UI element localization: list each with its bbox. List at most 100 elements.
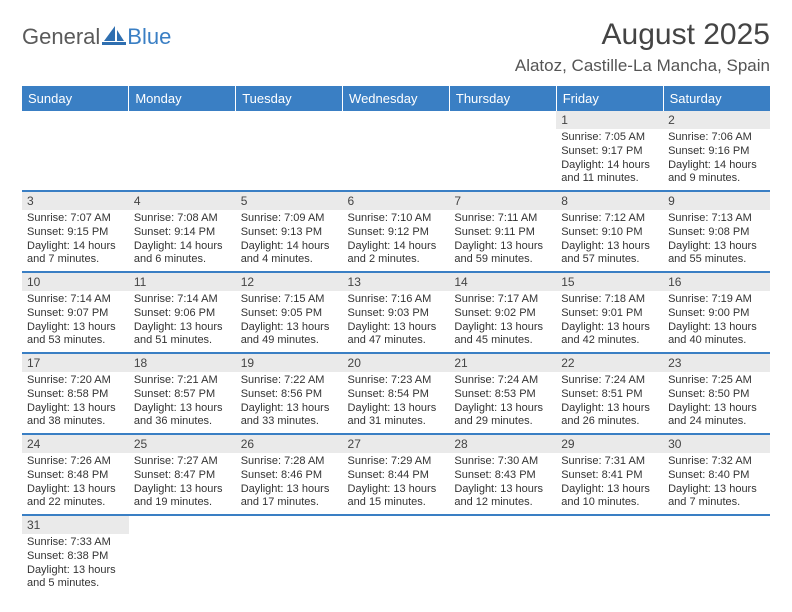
- calendar-cell: [22, 111, 129, 192]
- calendar-cell: [556, 516, 663, 595]
- day-cell: 1Sunrise: 7:05 AMSunset: 9:17 PMDaylight…: [556, 111, 663, 192]
- calendar-cell: 29Sunrise: 7:31 AMSunset: 8:41 PMDayligh…: [556, 435, 663, 516]
- calendar-week: 24Sunrise: 7:26 AMSunset: 8:48 PMDayligh…: [22, 435, 770, 516]
- day-cell: 7Sunrise: 7:11 AMSunset: 9:11 PMDaylight…: [449, 192, 556, 273]
- calendar-cell: [343, 111, 450, 192]
- calendar-cell: 28Sunrise: 7:30 AMSunset: 8:43 PMDayligh…: [449, 435, 556, 516]
- day-cell: 2Sunrise: 7:06 AMSunset: 9:16 PMDaylight…: [663, 111, 770, 192]
- day-info: Sunrise: 7:15 AMSunset: 9:05 PMDaylight:…: [236, 291, 343, 352]
- header: General Blue August 2025 Alatoz, Castill…: [22, 18, 770, 76]
- calendar-week: 31Sunrise: 7:33 AMSunset: 8:38 PMDayligh…: [22, 516, 770, 595]
- day-header: Wednesday: [343, 86, 450, 111]
- day-number: 2: [663, 111, 770, 129]
- day-cell: 29Sunrise: 7:31 AMSunset: 8:41 PMDayligh…: [556, 435, 663, 516]
- day-number: 24: [22, 435, 129, 453]
- empty-cell: [236, 111, 343, 192]
- day-info: Sunrise: 7:16 AMSunset: 9:03 PMDaylight:…: [343, 291, 450, 352]
- calendar-cell: 16Sunrise: 7:19 AMSunset: 9:00 PMDayligh…: [663, 273, 770, 354]
- day-number: 27: [343, 435, 450, 453]
- day-number: 6: [343, 192, 450, 210]
- calendar-cell: 17Sunrise: 7:20 AMSunset: 8:58 PMDayligh…: [22, 354, 129, 435]
- empty-cell: [236, 516, 343, 595]
- day-number: 13: [343, 273, 450, 291]
- calendar-cell: 6Sunrise: 7:10 AMSunset: 9:12 PMDaylight…: [343, 192, 450, 273]
- day-cell: 31Sunrise: 7:33 AMSunset: 8:38 PMDayligh…: [22, 516, 129, 595]
- day-info: Sunrise: 7:14 AMSunset: 9:06 PMDaylight:…: [129, 291, 236, 352]
- day-cell: 11Sunrise: 7:14 AMSunset: 9:06 PMDayligh…: [129, 273, 236, 354]
- calendar-body: 1Sunrise: 7:05 AMSunset: 9:17 PMDaylight…: [22, 111, 770, 595]
- day-info: Sunrise: 7:28 AMSunset: 8:46 PMDaylight:…: [236, 453, 343, 514]
- empty-cell: [22, 111, 129, 192]
- calendar-cell: 11Sunrise: 7:14 AMSunset: 9:06 PMDayligh…: [129, 273, 236, 354]
- title-block: August 2025 Alatoz, Castille-La Mancha, …: [515, 18, 770, 76]
- sail-icon: [102, 25, 126, 50]
- day-number: 10: [22, 273, 129, 291]
- calendar-week: 10Sunrise: 7:14 AMSunset: 9:07 PMDayligh…: [22, 273, 770, 354]
- day-number: 9: [663, 192, 770, 210]
- day-number: 17: [22, 354, 129, 372]
- calendar-cell: 8Sunrise: 7:12 AMSunset: 9:10 PMDaylight…: [556, 192, 663, 273]
- day-header: Thursday: [449, 86, 556, 111]
- day-header: Monday: [129, 86, 236, 111]
- day-cell: 10Sunrise: 7:14 AMSunset: 9:07 PMDayligh…: [22, 273, 129, 354]
- empty-cell: [129, 111, 236, 192]
- day-number: 21: [449, 354, 556, 372]
- day-number: 4: [129, 192, 236, 210]
- day-info: Sunrise: 7:31 AMSunset: 8:41 PMDaylight:…: [556, 453, 663, 514]
- calendar-cell: 31Sunrise: 7:33 AMSunset: 8:38 PMDayligh…: [22, 516, 129, 595]
- day-number: 7: [449, 192, 556, 210]
- day-info: Sunrise: 7:06 AMSunset: 9:16 PMDaylight:…: [663, 129, 770, 190]
- calendar-cell: [236, 111, 343, 192]
- calendar-cell: 18Sunrise: 7:21 AMSunset: 8:57 PMDayligh…: [129, 354, 236, 435]
- calendar-cell: [236, 516, 343, 595]
- day-info: Sunrise: 7:12 AMSunset: 9:10 PMDaylight:…: [556, 210, 663, 271]
- day-cell: 26Sunrise: 7:28 AMSunset: 8:46 PMDayligh…: [236, 435, 343, 516]
- empty-cell: [663, 516, 770, 595]
- calendar-cell: 27Sunrise: 7:29 AMSunset: 8:44 PMDayligh…: [343, 435, 450, 516]
- calendar-cell: 25Sunrise: 7:27 AMSunset: 8:47 PMDayligh…: [129, 435, 236, 516]
- day-cell: 6Sunrise: 7:10 AMSunset: 9:12 PMDaylight…: [343, 192, 450, 273]
- day-cell: 8Sunrise: 7:12 AMSunset: 9:10 PMDaylight…: [556, 192, 663, 273]
- day-number: 20: [343, 354, 450, 372]
- day-header: Tuesday: [236, 86, 343, 111]
- calendar-cell: 14Sunrise: 7:17 AMSunset: 9:02 PMDayligh…: [449, 273, 556, 354]
- calendar-cell: [449, 516, 556, 595]
- calendar-cell: 7Sunrise: 7:11 AMSunset: 9:11 PMDaylight…: [449, 192, 556, 273]
- empty-cell: [449, 516, 556, 595]
- day-cell: 12Sunrise: 7:15 AMSunset: 9:05 PMDayligh…: [236, 273, 343, 354]
- day-number: 1: [556, 111, 663, 129]
- day-info: Sunrise: 7:20 AMSunset: 8:58 PMDaylight:…: [22, 372, 129, 433]
- day-cell: 16Sunrise: 7:19 AMSunset: 9:00 PMDayligh…: [663, 273, 770, 354]
- calendar-cell: 10Sunrise: 7:14 AMSunset: 9:07 PMDayligh…: [22, 273, 129, 354]
- day-info: Sunrise: 7:30 AMSunset: 8:43 PMDaylight:…: [449, 453, 556, 514]
- empty-cell: [449, 111, 556, 192]
- day-cell: 14Sunrise: 7:17 AMSunset: 9:02 PMDayligh…: [449, 273, 556, 354]
- calendar-cell: 30Sunrise: 7:32 AMSunset: 8:40 PMDayligh…: [663, 435, 770, 516]
- day-cell: 18Sunrise: 7:21 AMSunset: 8:57 PMDayligh…: [129, 354, 236, 435]
- calendar-cell: 20Sunrise: 7:23 AMSunset: 8:54 PMDayligh…: [343, 354, 450, 435]
- day-header: Saturday: [663, 86, 770, 111]
- day-info: Sunrise: 7:21 AMSunset: 8:57 PMDaylight:…: [129, 372, 236, 433]
- day-info: Sunrise: 7:10 AMSunset: 9:12 PMDaylight:…: [343, 210, 450, 271]
- day-cell: 28Sunrise: 7:30 AMSunset: 8:43 PMDayligh…: [449, 435, 556, 516]
- day-number: 18: [129, 354, 236, 372]
- day-info: Sunrise: 7:22 AMSunset: 8:56 PMDaylight:…: [236, 372, 343, 433]
- day-info: Sunrise: 7:26 AMSunset: 8:48 PMDaylight:…: [22, 453, 129, 514]
- calendar-cell: 3Sunrise: 7:07 AMSunset: 9:15 PMDaylight…: [22, 192, 129, 273]
- calendar-cell: 24Sunrise: 7:26 AMSunset: 8:48 PMDayligh…: [22, 435, 129, 516]
- day-number: 8: [556, 192, 663, 210]
- calendar-cell: 5Sunrise: 7:09 AMSunset: 9:13 PMDaylight…: [236, 192, 343, 273]
- day-info: Sunrise: 7:24 AMSunset: 8:53 PMDaylight:…: [449, 372, 556, 433]
- day-info: Sunrise: 7:27 AMSunset: 8:47 PMDaylight:…: [129, 453, 236, 514]
- empty-cell: [129, 516, 236, 595]
- calendar-week: 3Sunrise: 7:07 AMSunset: 9:15 PMDaylight…: [22, 192, 770, 273]
- day-header: Friday: [556, 86, 663, 111]
- logo-text-2: Blue: [127, 24, 171, 50]
- day-number: 22: [556, 354, 663, 372]
- day-info: Sunrise: 7:05 AMSunset: 9:17 PMDaylight:…: [556, 129, 663, 190]
- day-info: Sunrise: 7:08 AMSunset: 9:14 PMDaylight:…: [129, 210, 236, 271]
- logo: General Blue: [22, 24, 171, 50]
- day-cell: 22Sunrise: 7:24 AMSunset: 8:51 PMDayligh…: [556, 354, 663, 435]
- empty-cell: [343, 111, 450, 192]
- day-info: Sunrise: 7:33 AMSunset: 8:38 PMDaylight:…: [22, 534, 129, 595]
